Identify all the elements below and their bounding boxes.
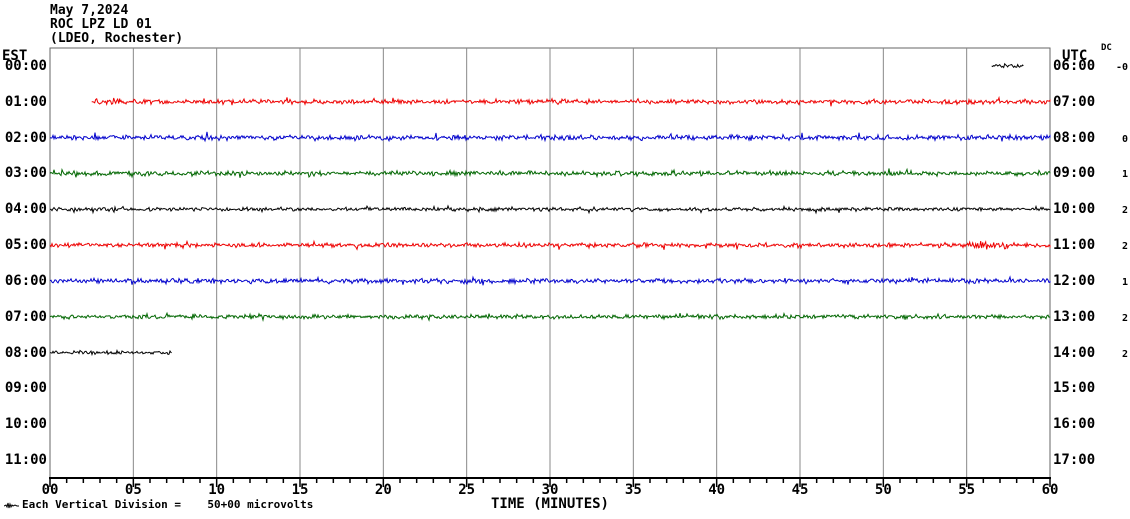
- utc-time-label: 15:00: [1053, 380, 1096, 397]
- scale-note: Each Vertical Division = 50+00 microvolt…: [22, 498, 314, 511]
- trace-row-5: [49, 239, 968, 251]
- x-tick-label: 05: [124, 482, 142, 498]
- est-time-label: 01:00: [4, 93, 47, 110]
- trace-row-8: [49, 349, 172, 357]
- x-tick-label: 10: [208, 482, 226, 498]
- left-timezone-label: EST: [2, 48, 28, 64]
- utc-time-label: 16:00: [1053, 416, 1096, 433]
- x-tick-label: 25: [458, 482, 476, 498]
- trace-row-5: [966, 240, 1011, 250]
- est-time-label: 03:00: [4, 165, 47, 182]
- utc-time-label: 08:00: [1053, 129, 1096, 146]
- x-tick-label: 20: [374, 482, 392, 498]
- header-date: May 7,2024: [50, 3, 129, 18]
- trace-row-3: [49, 167, 1051, 179]
- utc-time-label: 11:00: [1053, 237, 1096, 254]
- est-time-label: 07:00: [4, 308, 47, 325]
- x-axis-label: TIME (MINUTES): [490, 496, 609, 512]
- dc-value: 1: [1121, 276, 1128, 288]
- est-time-label: 00:00: [4, 57, 47, 74]
- utc-time-label: 17:00: [1053, 452, 1096, 469]
- utc-time-label: 13:00: [1053, 308, 1096, 325]
- x-tick-label: 50: [874, 482, 892, 498]
- est-time-label: 05:00: [4, 237, 47, 254]
- x-tick-label: 35: [624, 482, 642, 498]
- est-time-label: 02:00: [4, 129, 47, 146]
- utc-time-label: 12:00: [1053, 272, 1096, 289]
- header-station: ROC LPZ LD 01: [50, 17, 152, 32]
- est-time-label: 09:00: [4, 380, 47, 397]
- x-tick-label: 60: [1041, 482, 1059, 498]
- dc-column-label: DC: [1101, 43, 1112, 53]
- header-location: (LDEO, Rochester): [50, 31, 184, 46]
- trace-row-2: [49, 131, 1051, 143]
- dc-value: 0: [1121, 133, 1128, 145]
- utc-time-label: 06:00: [1053, 57, 1096, 74]
- scale-sample-squiggle-icon: [4, 502, 19, 509]
- dc-value: 2: [1121, 205, 1128, 217]
- dc-value: 1: [1121, 169, 1128, 181]
- dc-value: 2: [1121, 241, 1128, 253]
- right-timezone-label: UTC: [1062, 48, 1088, 64]
- x-tick-label: 40: [708, 482, 726, 498]
- dc-value: -0: [1115, 61, 1128, 73]
- trace-row-4: [49, 204, 1051, 215]
- x-tick-label: 15: [291, 482, 309, 498]
- trace-row-1: [119, 95, 1051, 107]
- utc-time-label: 09:00: [1053, 165, 1096, 182]
- x-tick-label: 00: [41, 482, 59, 498]
- est-time-label: 11:00: [4, 452, 47, 469]
- est-time-label: 08:00: [4, 344, 47, 361]
- x-tick-label: 45: [791, 482, 809, 498]
- dc-value: 2: [1121, 312, 1128, 324]
- x-tick-label: 55: [958, 482, 976, 498]
- trace-row-7: [49, 311, 1051, 322]
- est-time-label: 06:00: [4, 272, 47, 289]
- utc-time-label: 14:00: [1053, 344, 1096, 361]
- dc-value: 2: [1121, 348, 1128, 360]
- trace-row-0: [991, 62, 1024, 69]
- trace-row-1: [91, 97, 121, 107]
- trace-row-5: [1009, 241, 1051, 249]
- trace-row-6: [49, 275, 1051, 286]
- utc-time-label: 10:00: [1053, 201, 1096, 218]
- utc-time-label: 07:00: [1053, 93, 1096, 110]
- est-time-label: 10:00: [4, 416, 47, 433]
- x-tick-label: 30: [541, 482, 559, 498]
- est-time-label: 04:00: [4, 201, 47, 218]
